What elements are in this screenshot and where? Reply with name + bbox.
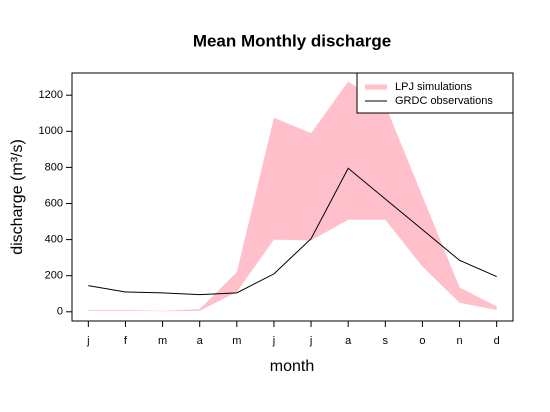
x-tick-label: a [197,335,204,347]
legend-label: GRDC observations [395,95,493,107]
y-tick-label: 0 [57,306,63,318]
band [88,81,497,312]
line [88,167,497,296]
y-tick-label: 200 [45,270,63,282]
y-tick-label: 800 [45,161,63,173]
chart-title: Mean Monthly discharge [193,31,391,50]
legend-label: LPJ simulations [395,81,473,93]
x-tick-label: d [494,335,500,347]
y-tick-label: 600 [45,197,63,209]
x-tick-label: f [124,335,128,347]
x-tick-label: j [86,335,89,347]
y-tick-label: 400 [45,234,63,246]
x-axis-label: month [270,358,314,375]
y-axis-label: discharge (m³/s) [9,139,26,255]
plot-frame [71,72,514,322]
x-tick-label: n [456,335,462,347]
x-tick-label: j [309,335,312,347]
x-tick-label: j [272,335,275,347]
x-tick-label: s [383,335,389,347]
y-tick-label: 1000 [39,125,63,137]
x-tick-label: m [232,335,241,347]
x-tick-label: m [158,335,167,347]
x-tick-label: a [345,335,352,347]
x-tick-label: o [419,335,425,347]
y-tick-label: 1200 [39,89,63,101]
legend-box [356,72,514,114]
